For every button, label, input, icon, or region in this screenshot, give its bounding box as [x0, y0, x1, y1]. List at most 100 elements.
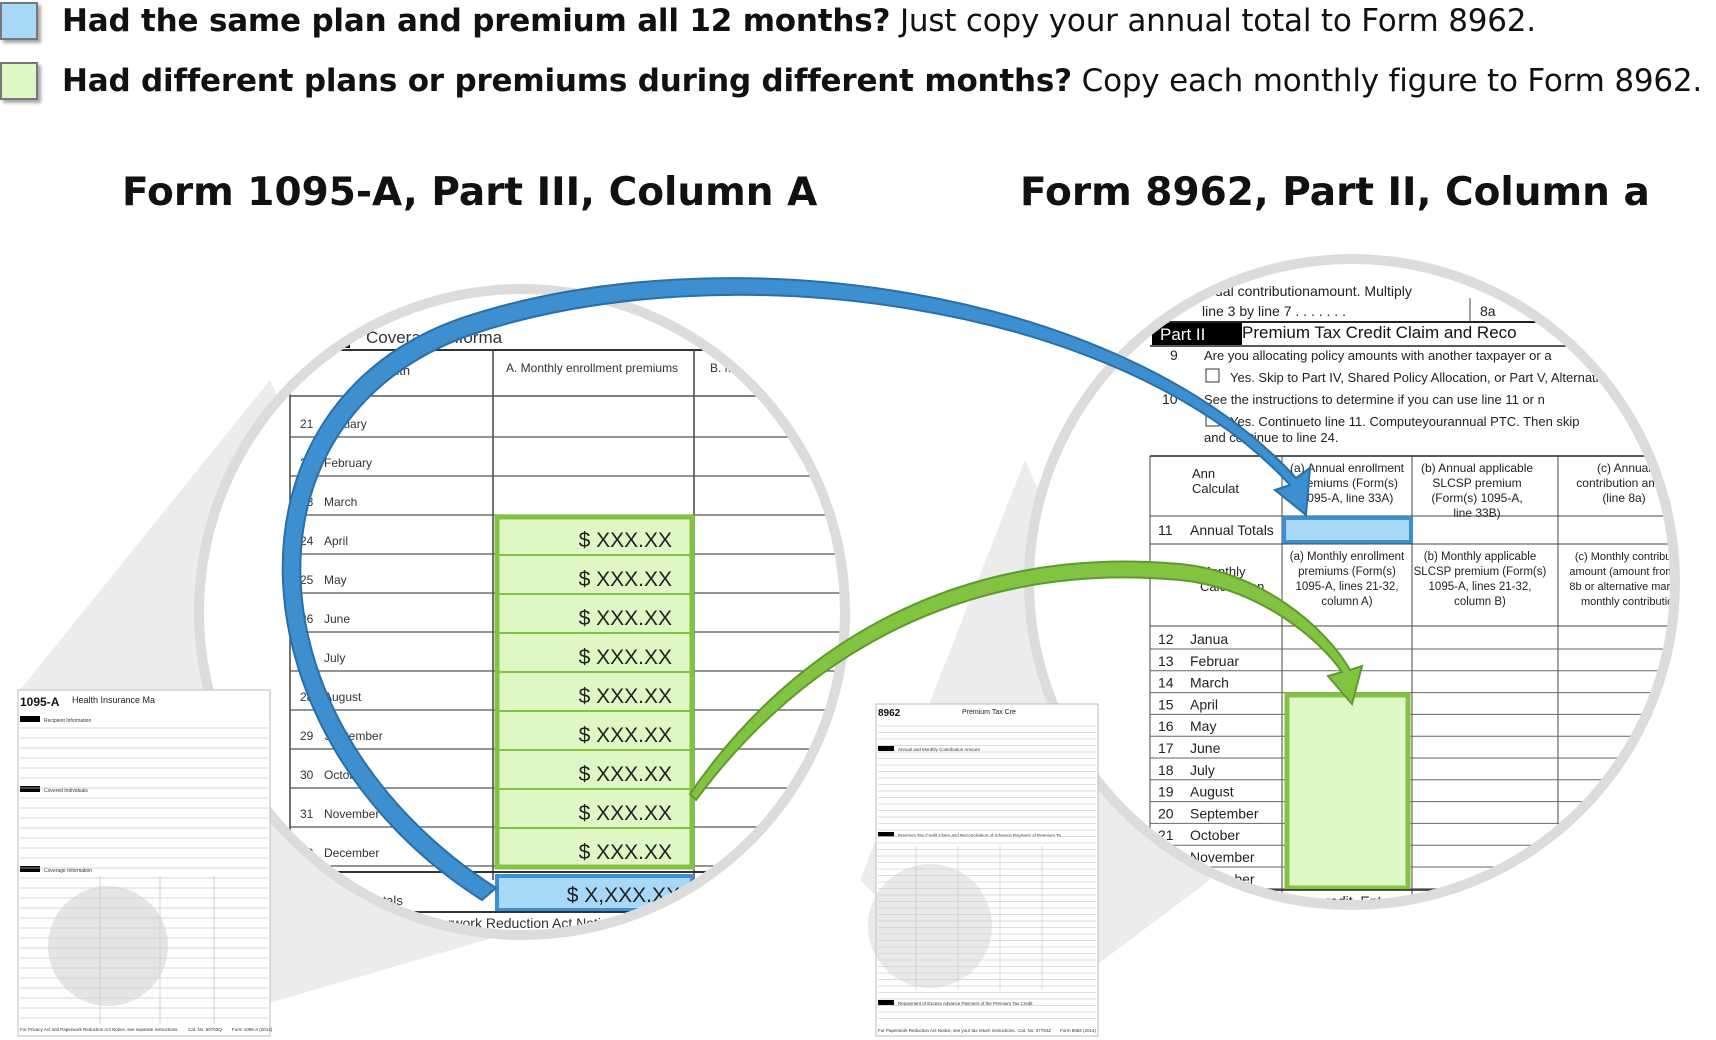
annual-col-c-header: (c) Annual — [1597, 461, 1651, 475]
q10-yes-text-2: and continue to line 24. — [1204, 430, 1338, 445]
line-num: 17 — [1158, 740, 1174, 756]
svg-text:Form 8962 (2014): Form 8962 (2014) — [1060, 1028, 1097, 1033]
annual-total-highlight — [495, 874, 694, 912]
annual-total-value: $ X,XXX.XX — [567, 884, 680, 907]
thumb-focus-circle-left — [48, 886, 168, 1006]
row-month: April — [324, 534, 348, 548]
line-num: 19 — [1158, 784, 1174, 800]
line-month: October — [1190, 827, 1240, 843]
line-num: 20 — [1158, 805, 1174, 821]
line-month: April — [1190, 696, 1218, 712]
line-11-num: 11 — [1158, 522, 1173, 538]
line-num: 18 — [1158, 762, 1174, 778]
left-column-title: Form 1095-A, Part III, Column A — [122, 170, 818, 215]
form-8962-thumbnail: 8962 Premium Tax Cre Annual and Monthly … — [868, 703, 1099, 1037]
svg-text:Annual and Monthly Contributio: Annual and Monthly Contribution Amount — [898, 747, 981, 752]
green-swatch — [0, 62, 38, 100]
part-ii-label-box — [1152, 323, 1242, 345]
annual-col-a-header: (a) Annual enrollment — [1290, 461, 1405, 475]
svg-text:Health Insurance Ma: Health Insurance Ma — [72, 695, 155, 705]
row-month: February — [324, 456, 372, 470]
monthly-premiums-col-header: A. Monthly enrollment premiums — [506, 361, 678, 375]
row-num: 31 — [300, 807, 314, 821]
annual-calc-label: Ann — [1192, 466, 1215, 481]
line-11-a-highlight — [1282, 516, 1413, 544]
svg-text:Covered Individuals: Covered Individuals — [44, 788, 88, 794]
line-8a-text-1: ual contributionamount. Multiply — [1215, 283, 1412, 299]
svg-text:Premium Tax Credit Claim and R: Premium Tax Credit Claim and Reconciliat… — [898, 833, 1061, 838]
annual-calc-label: Calculat — [1192, 481, 1239, 496]
annual-col-a-header: 1095-A, line 33A) — [1301, 491, 1394, 505]
annual-total-blue-arrow — [281, 277, 1312, 902]
monthly-calc-headers: MonthlyCalculation(a) Monthly enrollment… — [1200, 551, 1694, 608]
legend-monthly-text: Had different plans or premiums during d… — [62, 63, 1703, 99]
part-ii-label: Part II — [1160, 325, 1205, 344]
monthly-premium-value: $ XXX.XX — [579, 802, 672, 825]
monthly-premium-value: $ XXX.XX — [579, 646, 672, 669]
monthly-col-b-header: (b) Monthly applicable — [1424, 551, 1537, 563]
line-month: June — [1190, 740, 1221, 756]
row-month: March — [324, 495, 357, 509]
monthly-premium-value: $ XXX.XX — [579, 841, 672, 864]
monthly-col-b-header: 1095-A, lines 21-32, — [1429, 581, 1532, 593]
line-24-text: Total premium tax credit. Enter the amou… — [1204, 893, 1518, 909]
line-11-label: Annual Totals — [1190, 522, 1274, 538]
annual-col-b-header: line 33B) — [1453, 506, 1500, 520]
svg-text:1095-A: 1095-A — [20, 695, 60, 709]
line-month: September — [1190, 805, 1259, 821]
q9-text: Are you allocating policy amounts with a… — [1204, 348, 1552, 363]
line-month: Janua — [1190, 631, 1228, 647]
svg-text:Cat. No. 60703Q: Cat. No. 60703Q — [188, 1027, 222, 1032]
q9-yes-checkbox[interactable] — [1205, 368, 1220, 383]
annual-col-c-header: (line 8a) — [1602, 491, 1645, 505]
svg-text:Cat. No. 37784Z: Cat. No. 37784Z — [1018, 1028, 1051, 1033]
svg-text:For Paperwork Reduction Act No: For Paperwork Reduction Act Notice, see … — [878, 1028, 1016, 1033]
row-num: 24 — [300, 534, 314, 548]
q9-yes-text: Yes. Skip to Part IV, Shared Policy Allo… — [1230, 370, 1599, 385]
q9-num: 9 — [1170, 347, 1178, 363]
line-num: 14 — [1158, 675, 1174, 691]
line-num: 16 — [1158, 718, 1174, 734]
row-num: 25 — [300, 573, 314, 587]
annual-col-b-header: (Form(s) 1095-A, — [1431, 491, 1522, 505]
line-month: August — [1190, 784, 1234, 800]
line-num: 13 — [1158, 653, 1174, 669]
monthly-premium-value: $ XXX.XX — [579, 529, 672, 552]
monthly-premiums-highlight — [494, 514, 695, 870]
monthly-col-c-header: (c) Monthly contribution — [1575, 551, 1689, 563]
monthly-col-a-header: (a) Monthly enrollment — [1290, 551, 1405, 563]
monthly-col-b-header: SLCSP premium (Form(s) — [1414, 566, 1547, 578]
annual-col-c-header: contribution amou — [1576, 476, 1671, 490]
line-26-text: credit. If line 24 is — [1304, 941, 1413, 957]
svg-text:Recipient Information: Recipient Information — [44, 718, 91, 724]
monthly-col-c-header: monthly contribution) — [1581, 596, 1683, 608]
monthly-premium-value: $ XXX.XX — [579, 763, 672, 786]
legend-row-monthly: Had different plans or premiums during d… — [0, 62, 1702, 100]
monthly-col-b-header: column B) — [1454, 596, 1506, 608]
svg-text:For Privacy Act and Paperwork: For Privacy Act and Paperwork Reduction … — [20, 1027, 179, 1032]
row-month: July — [324, 651, 345, 665]
line-num: 15 — [1158, 696, 1174, 712]
legend-row-annual: Had the same plan and premium all 12 mon… — [0, 2, 1536, 40]
row-num: 21 — [300, 417, 314, 431]
line-month: July — [1190, 762, 1215, 778]
row-month: May — [324, 573, 347, 587]
blue-swatch — [0, 2, 38, 40]
row-month: December — [324, 846, 379, 860]
monthly-col-c-header: amount (amount from line — [1569, 566, 1694, 578]
monthly-green-arrow — [688, 560, 1364, 802]
line-8a-num: 8a — [1480, 303, 1496, 319]
svg-text:8962: 8962 — [878, 708, 901, 719]
monthly-a-highlight — [1284, 692, 1411, 891]
annual-col-b-header: (b) Annual applicable — [1421, 461, 1533, 475]
row-month: August — [324, 690, 362, 704]
annual-col-b-header: SLCSP premium — [1432, 476, 1521, 490]
row-month: November — [324, 807, 379, 821]
monthly-premium-value: $ XXX.XX — [579, 724, 672, 747]
monthly-premium-value: $ XXX.XX — [579, 685, 672, 708]
line-25-text: Advance payment of PTC. Enter the amount… — [1204, 915, 1491, 931]
monthly-premium-value: $ XXX.XX — [579, 568, 672, 591]
line-month: Februar — [1190, 653, 1239, 669]
form-1095a-thumbnail: 1095-A Health Insurance Ma Recipient Inf… — [17, 689, 273, 1037]
